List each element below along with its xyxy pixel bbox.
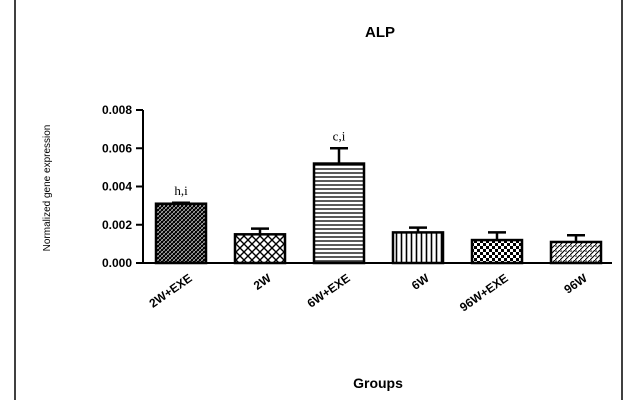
bar [233,233,287,265]
bar [312,162,366,265]
significance-annotation: c,i [333,128,346,143]
chart-title: ALP [365,24,395,41]
bar [549,240,603,265]
annotations: h,i c,i [174,128,345,198]
y-tick-label: 0.008 [102,103,132,117]
y-axis-label: Normalized gene expression [42,125,53,252]
category-label: 2W [251,271,274,293]
bar [154,202,208,265]
category-label: 2W+EXE [147,271,195,311]
category-label: 96W+EXE [457,271,511,314]
y-tick-label: 0.002 [102,218,132,232]
category-label: 96W [561,271,590,297]
y-tick-label: 0.004 [102,180,132,194]
category-label: 6W+EXE [305,271,353,311]
category-label: 6W [409,271,432,293]
bars [154,162,603,265]
error-bars [172,147,585,242]
bar [470,238,524,265]
x-axis-label: Groups [353,375,403,391]
y-ticks: 0.000 0.002 0.004 0.006 0.008 [102,103,143,270]
y-tick-label: 0.000 [102,256,132,270]
significance-annotation: h,i [174,183,188,198]
category-labels: 2W+EXE 2W 6W+EXE 6W 96W+EXE 96W [147,271,591,315]
bar [391,231,445,265]
y-tick-label: 0.006 [102,141,132,155]
